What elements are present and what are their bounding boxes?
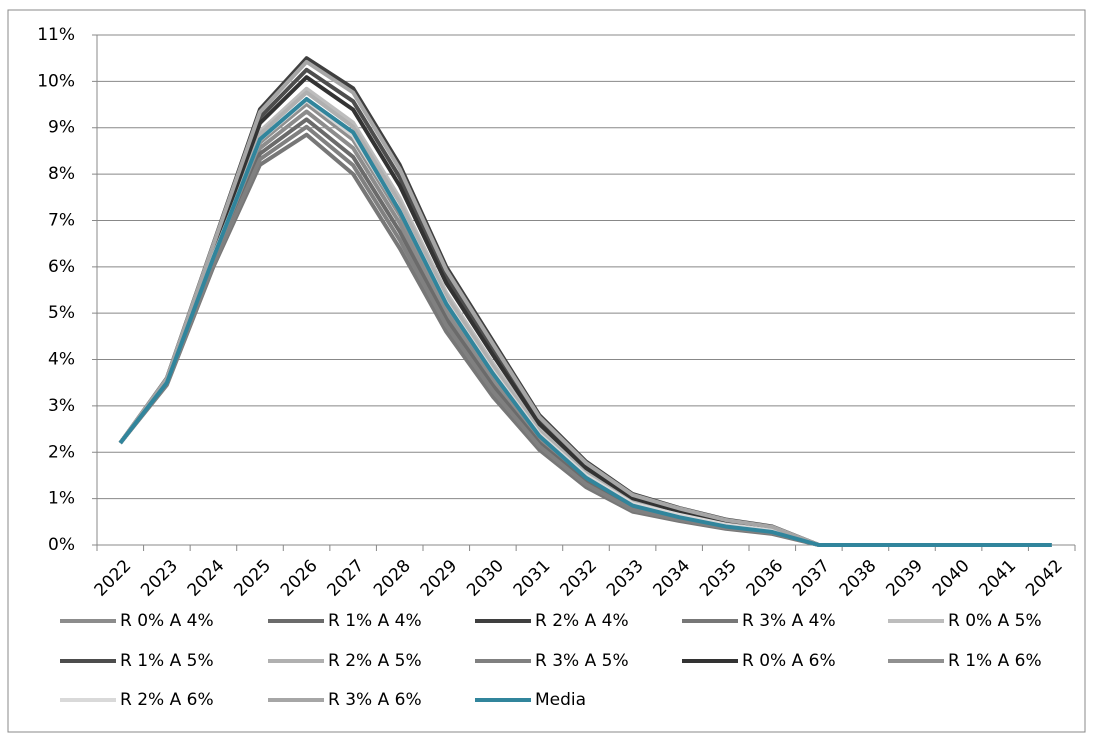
y-tick-label: 6% bbox=[48, 257, 75, 277]
legend-label: R 2% A 4% bbox=[535, 611, 629, 631]
legend-label: Media bbox=[535, 690, 586, 710]
legend-label: R 2% A 6% bbox=[120, 690, 214, 710]
legend-label: R 0% A 6% bbox=[742, 651, 836, 671]
legend-label: R 0% A 5% bbox=[948, 611, 1042, 631]
chart-frame bbox=[7, 9, 1086, 733]
legend-label: R 3% A 4% bbox=[742, 611, 836, 631]
legend-label: R 1% A 5% bbox=[120, 651, 214, 671]
legend-label: R 0% A 4% bbox=[120, 611, 214, 631]
y-tick-label: 8% bbox=[48, 164, 75, 184]
y-tick-label: 4% bbox=[48, 350, 75, 370]
y-tick-label: 9% bbox=[48, 118, 75, 138]
legend-label: R 1% A 4% bbox=[328, 611, 422, 631]
legend-label: R 2% A 5% bbox=[328, 651, 422, 671]
series-line bbox=[118, 96, 1052, 547]
y-tick-label: 11% bbox=[37, 25, 75, 45]
y-tick-label: 0% bbox=[48, 535, 75, 555]
y-tick-label: 3% bbox=[48, 396, 75, 416]
y-tick-label: 2% bbox=[48, 442, 75, 462]
legend-label: R 1% A 6% bbox=[948, 651, 1042, 671]
y-tick-label: 10% bbox=[37, 71, 75, 91]
legend-label: R 3% A 5% bbox=[535, 651, 629, 671]
y-tick-label: 7% bbox=[48, 210, 75, 230]
y-tick-label: 5% bbox=[48, 303, 75, 323]
legend-label: R 3% A 6% bbox=[328, 690, 422, 710]
y-tick-label: 1% bbox=[48, 489, 75, 509]
